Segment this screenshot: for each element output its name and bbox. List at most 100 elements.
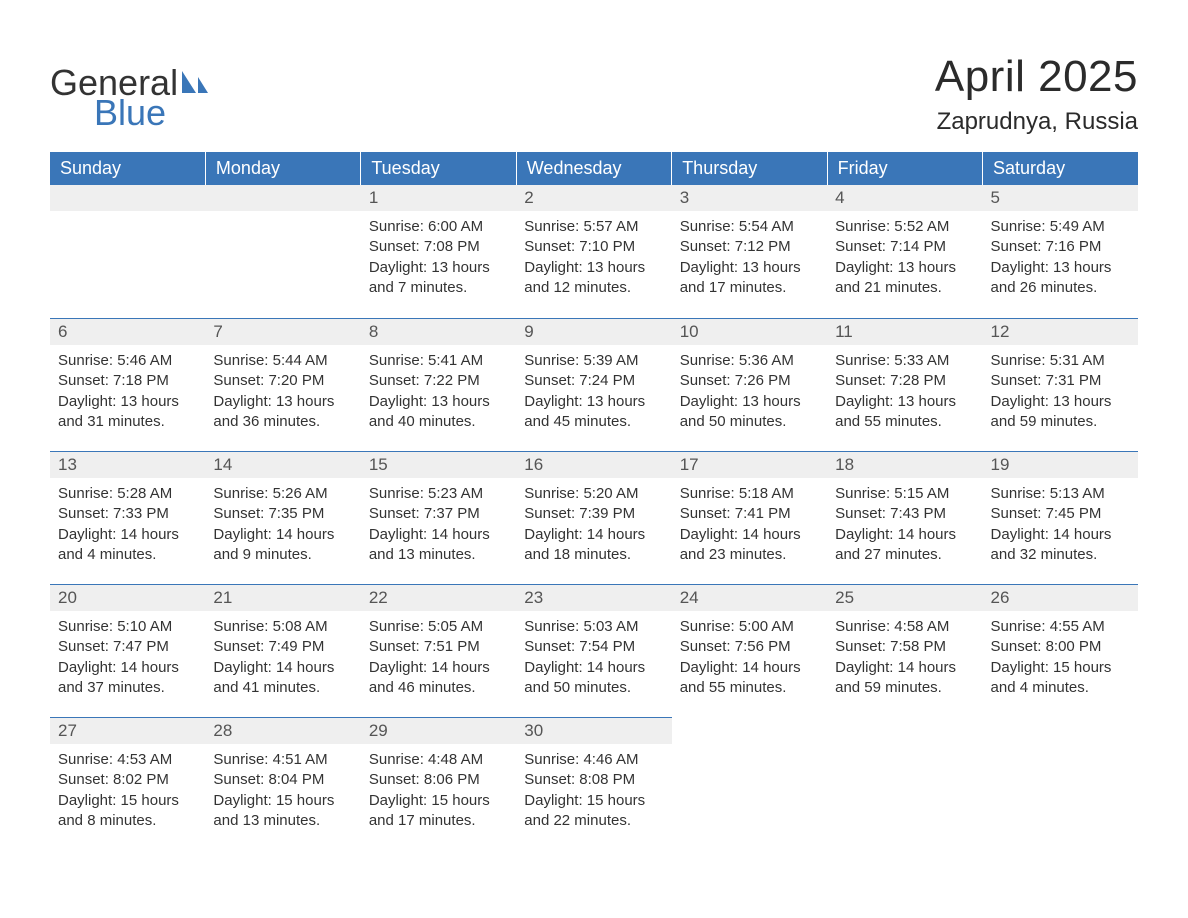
sunset-line: Sunset: 7:51 PM	[369, 637, 508, 657]
daylight-line-1: Daylight: 13 hours	[991, 392, 1130, 412]
brand-logo: General Blue	[50, 62, 210, 134]
day-details: Sunrise: 5:08 AMSunset: 7:49 PMDaylight:…	[205, 611, 360, 706]
daylight-line-1: Daylight: 13 hours	[213, 392, 352, 412]
day-details: Sunrise: 5:10 AMSunset: 7:47 PMDaylight:…	[50, 611, 205, 706]
daylight-line-2: and 13 minutes.	[213, 811, 352, 831]
sunset-line: Sunset: 8:08 PM	[524, 770, 663, 790]
calendar-cell: 23Sunrise: 5:03 AMSunset: 7:54 PMDayligh…	[516, 584, 671, 717]
empty-day	[983, 717, 1138, 743]
sunset-line: Sunset: 7:20 PM	[213, 371, 352, 391]
daylight-line-1: Daylight: 13 hours	[991, 258, 1130, 278]
title-block: April 2025 Zaprudnya, Russia	[935, 52, 1138, 146]
sunrise-line: Sunrise: 5:49 AM	[991, 217, 1130, 237]
day-details: Sunrise: 5:36 AMSunset: 7:26 PMDaylight:…	[672, 345, 827, 440]
sunset-line: Sunset: 8:04 PM	[213, 770, 352, 790]
calendar-cell	[205, 185, 360, 318]
calendar-cell	[50, 185, 205, 318]
calendar-cell: 3Sunrise: 5:54 AMSunset: 7:12 PMDaylight…	[672, 185, 827, 318]
calendar-cell: 16Sunrise: 5:20 AMSunset: 7:39 PMDayligh…	[516, 451, 671, 584]
calendar-cell	[672, 717, 827, 850]
day-number: 14	[205, 451, 360, 478]
daylight-line-2: and 45 minutes.	[524, 412, 663, 432]
daylight-line-2: and 7 minutes.	[369, 278, 508, 298]
daylight-line-2: and 17 minutes.	[369, 811, 508, 831]
sunrise-line: Sunrise: 5:10 AM	[58, 617, 197, 637]
calendar-cell: 30Sunrise: 4:46 AMSunset: 8:08 PMDayligh…	[516, 717, 671, 850]
daylight-line-1: Daylight: 14 hours	[369, 525, 508, 545]
daylight-line-1: Daylight: 13 hours	[680, 258, 819, 278]
daylight-line-1: Daylight: 14 hours	[369, 658, 508, 678]
sunset-line: Sunset: 7:37 PM	[369, 504, 508, 524]
day-details: Sunrise: 5:15 AMSunset: 7:43 PMDaylight:…	[827, 478, 982, 573]
daylight-line-1: Daylight: 14 hours	[835, 658, 974, 678]
daylight-line-1: Daylight: 14 hours	[835, 525, 974, 545]
page-header: General Blue April 2025 Zaprudnya, Russi…	[50, 52, 1138, 146]
weekday-header: Friday	[827, 152, 982, 185]
sunset-line: Sunset: 7:47 PM	[58, 637, 197, 657]
sunrise-line: Sunrise: 4:58 AM	[835, 617, 974, 637]
calendar-cell: 15Sunrise: 5:23 AMSunset: 7:37 PMDayligh…	[361, 451, 516, 584]
calendar-cell: 24Sunrise: 5:00 AMSunset: 7:56 PMDayligh…	[672, 584, 827, 717]
daylight-line-2: and 59 minutes.	[991, 412, 1130, 432]
empty-day	[827, 717, 982, 743]
calendar-cell: 21Sunrise: 5:08 AMSunset: 7:49 PMDayligh…	[205, 584, 360, 717]
sunset-line: Sunset: 7:16 PM	[991, 237, 1130, 257]
daylight-line-2: and 26 minutes.	[991, 278, 1130, 298]
daylight-line-1: Daylight: 15 hours	[58, 791, 197, 811]
day-number: 21	[205, 584, 360, 611]
calendar-cell: 19Sunrise: 5:13 AMSunset: 7:45 PMDayligh…	[983, 451, 1138, 584]
calendar-week-row: 6Sunrise: 5:46 AMSunset: 7:18 PMDaylight…	[50, 318, 1138, 451]
daylight-line-2: and 50 minutes.	[680, 412, 819, 432]
sunset-line: Sunset: 7:56 PM	[680, 637, 819, 657]
sunset-line: Sunset: 8:02 PM	[58, 770, 197, 790]
day-details: Sunrise: 5:13 AMSunset: 7:45 PMDaylight:…	[983, 478, 1138, 573]
sunrise-line: Sunrise: 5:44 AM	[213, 351, 352, 371]
calendar-cell: 11Sunrise: 5:33 AMSunset: 7:28 PMDayligh…	[827, 318, 982, 451]
calendar-cell	[983, 717, 1138, 850]
day-number: 17	[672, 451, 827, 478]
daylight-line-2: and 27 minutes.	[835, 545, 974, 565]
day-details: Sunrise: 5:46 AMSunset: 7:18 PMDaylight:…	[50, 345, 205, 440]
daylight-line-1: Daylight: 14 hours	[58, 525, 197, 545]
sunrise-line: Sunrise: 5:46 AM	[58, 351, 197, 371]
sunrise-line: Sunrise: 5:36 AM	[680, 351, 819, 371]
daylight-line-1: Daylight: 15 hours	[369, 791, 508, 811]
daylight-line-1: Daylight: 13 hours	[58, 392, 197, 412]
daylight-line-2: and 46 minutes.	[369, 678, 508, 698]
sunset-line: Sunset: 7:28 PM	[835, 371, 974, 391]
sunrise-line: Sunrise: 5:33 AM	[835, 351, 974, 371]
sunset-line: Sunset: 7:18 PM	[58, 371, 197, 391]
daylight-line-1: Daylight: 14 hours	[991, 525, 1130, 545]
calendar-cell: 2Sunrise: 5:57 AMSunset: 7:10 PMDaylight…	[516, 185, 671, 318]
daylight-line-1: Daylight: 14 hours	[213, 658, 352, 678]
calendar-cell: 26Sunrise: 4:55 AMSunset: 8:00 PMDayligh…	[983, 584, 1138, 717]
day-details: Sunrise: 4:53 AMSunset: 8:02 PMDaylight:…	[50, 744, 205, 839]
day-number: 8	[361, 318, 516, 345]
daylight-line-2: and 55 minutes.	[835, 412, 974, 432]
sunrise-line: Sunrise: 5:39 AM	[524, 351, 663, 371]
calendar-cell: 20Sunrise: 5:10 AMSunset: 7:47 PMDayligh…	[50, 584, 205, 717]
day-details: Sunrise: 4:58 AMSunset: 7:58 PMDaylight:…	[827, 611, 982, 706]
daylight-line-2: and 8 minutes.	[58, 811, 197, 831]
day-number: 22	[361, 584, 516, 611]
day-number: 10	[672, 318, 827, 345]
daylight-line-2: and 4 minutes.	[991, 678, 1130, 698]
sunset-line: Sunset: 7:41 PM	[680, 504, 819, 524]
sunset-line: Sunset: 7:39 PM	[524, 504, 663, 524]
sunrise-line: Sunrise: 5:57 AM	[524, 217, 663, 237]
sunrise-line: Sunrise: 5:08 AM	[213, 617, 352, 637]
calendar-cell: 5Sunrise: 5:49 AMSunset: 7:16 PMDaylight…	[983, 185, 1138, 318]
weekday-header: Wednesday	[516, 152, 671, 185]
daylight-line-2: and 13 minutes.	[369, 545, 508, 565]
day-details: Sunrise: 5:23 AMSunset: 7:37 PMDaylight:…	[361, 478, 516, 573]
sunrise-line: Sunrise: 5:00 AM	[680, 617, 819, 637]
sunrise-line: Sunrise: 5:03 AM	[524, 617, 663, 637]
day-details: Sunrise: 4:46 AMSunset: 8:08 PMDaylight:…	[516, 744, 671, 839]
calendar-week-row: 27Sunrise: 4:53 AMSunset: 8:02 PMDayligh…	[50, 717, 1138, 850]
weekday-header-row: SundayMondayTuesdayWednesdayThursdayFrid…	[50, 152, 1138, 185]
daylight-line-1: Daylight: 13 hours	[835, 392, 974, 412]
sunset-line: Sunset: 7:35 PM	[213, 504, 352, 524]
daylight-line-2: and 17 minutes.	[680, 278, 819, 298]
day-details: Sunrise: 6:00 AMSunset: 7:08 PMDaylight:…	[361, 211, 516, 306]
daylight-line-1: Daylight: 14 hours	[524, 658, 663, 678]
